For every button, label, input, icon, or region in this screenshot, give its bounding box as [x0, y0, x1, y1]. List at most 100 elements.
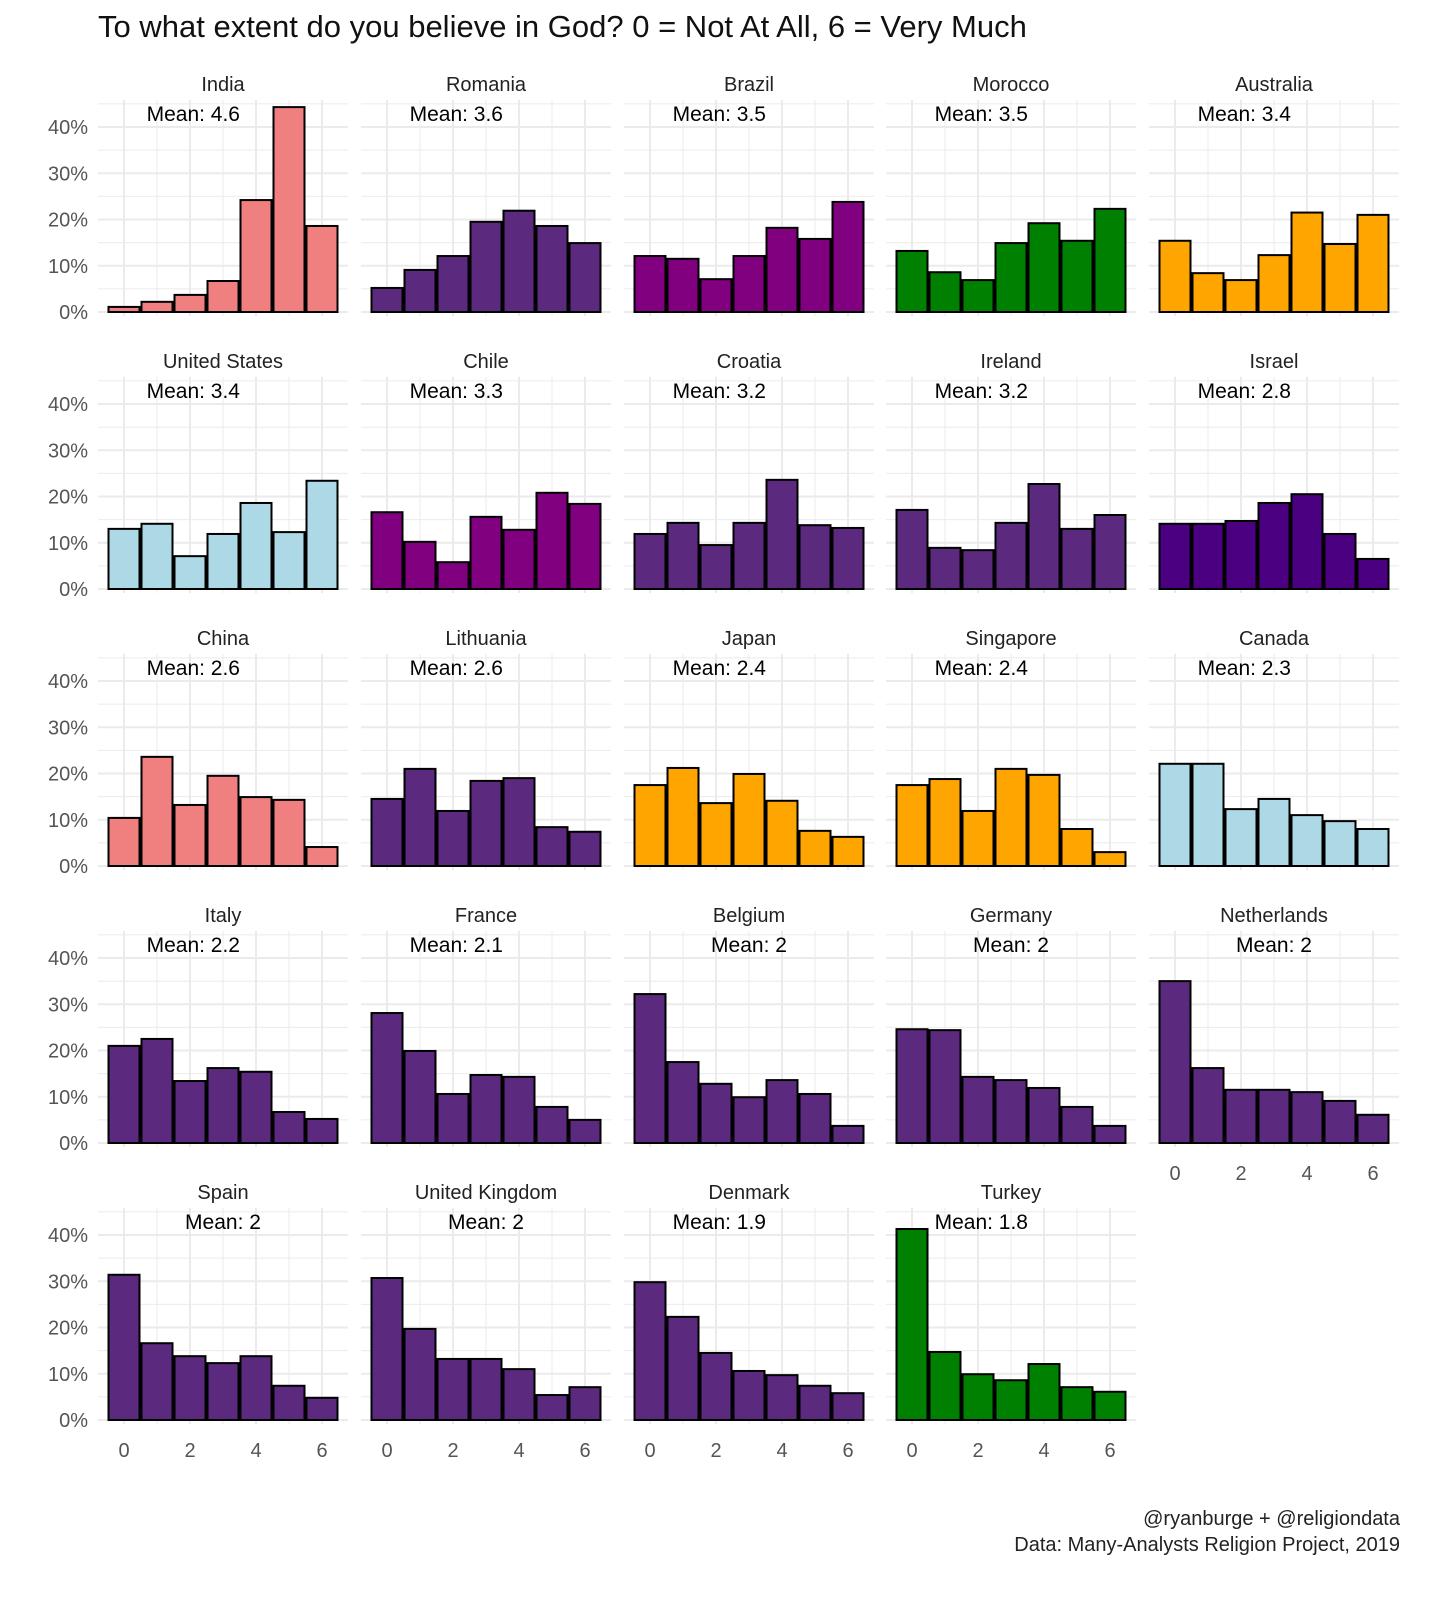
bar — [1323, 532, 1357, 591]
bar — [140, 300, 174, 314]
mean-label: Mean: 2.2 — [147, 934, 240, 957]
panel-lithuania: Lithuania Mean: 2.6 — [361, 628, 611, 870]
bar — [732, 521, 766, 590]
bar — [535, 491, 569, 590]
mean-label: Mean: 4.6 — [147, 103, 240, 126]
y-tick-label: 0% — [59, 302, 88, 324]
bar — [502, 528, 536, 590]
panel-title: Brazil — [724, 74, 774, 96]
bar — [502, 1368, 536, 1421]
bar — [107, 1044, 141, 1144]
bar — [765, 478, 799, 591]
bar — [469, 779, 503, 868]
x-tick-label: 0 — [906, 1440, 917, 1462]
bar — [272, 531, 306, 590]
bar — [666, 766, 700, 868]
bar — [1060, 1386, 1094, 1421]
bar — [173, 1355, 207, 1422]
bar — [798, 1384, 832, 1422]
bar — [1093, 1124, 1127, 1144]
bar — [994, 767, 1028, 867]
bar — [732, 772, 766, 868]
chart-title: To what extent do you believe in God? 0 … — [98, 9, 1027, 44]
y-tick-label: 40% — [48, 948, 88, 970]
panel-turkey: Turkey Mean: 1.8 0 2 4 6 — [886, 1182, 1136, 1462]
y-tick-label: 40% — [48, 394, 88, 416]
panel-title: Croatia — [717, 351, 782, 373]
bar — [370, 1277, 404, 1421]
bar — [961, 1373, 995, 1422]
bar — [994, 1379, 1028, 1421]
y-tick-label: 20% — [48, 210, 88, 232]
y-tick-label: 30% — [48, 163, 88, 185]
bar — [1290, 814, 1324, 867]
x-tick-label: 0 — [118, 1440, 129, 1462]
bar — [798, 237, 832, 313]
bar — [928, 1351, 962, 1421]
panel-title: Germany — [970, 905, 1052, 927]
bar — [436, 809, 470, 868]
bar — [436, 1357, 470, 1421]
bar — [206, 532, 240, 591]
bar — [798, 1092, 832, 1144]
panel-belgium: Belgium Mean: 2 — [624, 905, 874, 1147]
x-tick-label: 4 — [1301, 1163, 1312, 1185]
bar — [928, 1029, 962, 1145]
x-tick-label: 2 — [184, 1440, 195, 1462]
mean-label: Mean: 3.5 — [673, 103, 766, 126]
bar — [666, 257, 700, 313]
panel-title: United Kingdom — [415, 1182, 557, 1204]
bar — [272, 798, 306, 867]
bar — [961, 279, 995, 313]
bar — [1093, 1390, 1127, 1421]
bar — [765, 226, 799, 313]
panel-india: India Mean: 4.6 0% 10% 20% 30% 40% — [48, 74, 348, 324]
y-tick-label: 40% — [48, 1225, 88, 1247]
bar — [1027, 1086, 1061, 1145]
bar — [272, 1111, 306, 1144]
mean-label: Mean: 3.6 — [410, 103, 503, 126]
bar — [633, 784, 667, 867]
bar — [1290, 493, 1324, 590]
bar — [370, 1012, 404, 1144]
bar — [732, 255, 766, 314]
y-tick-label: 40% — [48, 117, 88, 139]
bar — [928, 546, 962, 591]
bar — [1323, 243, 1357, 313]
bar — [994, 521, 1028, 590]
bar — [831, 1124, 865, 1144]
bar — [239, 1355, 273, 1422]
bar — [107, 527, 141, 590]
x-tick-label: 0 — [381, 1440, 392, 1462]
bar — [140, 755, 174, 867]
mean-label: Mean: 3.3 — [410, 380, 503, 403]
bar — [831, 526, 865, 591]
bar — [1027, 773, 1061, 868]
bar — [305, 846, 339, 867]
bar — [994, 1079, 1028, 1144]
bar — [1257, 1088, 1291, 1144]
x-tick-label: 6 — [1367, 1163, 1378, 1185]
panel-title: Italy — [205, 905, 242, 927]
bar — [469, 1074, 503, 1144]
bar — [1027, 1363, 1061, 1421]
bar — [1257, 797, 1291, 867]
bar — [469, 515, 503, 590]
x-tick-label: 4 — [1038, 1440, 1049, 1462]
panel-title: Ireland — [980, 351, 1041, 373]
mean-label: Mean: 2 — [711, 934, 787, 957]
bar — [502, 209, 536, 313]
x-tick-label: 2 — [710, 1440, 721, 1462]
y-tick-label: 0% — [59, 1133, 88, 1155]
x-tick-label: 6 — [1104, 1440, 1115, 1462]
bar — [1158, 980, 1192, 1144]
bar — [568, 502, 602, 590]
bar — [239, 501, 273, 591]
panel-title: Chile — [463, 351, 509, 373]
bar — [173, 555, 207, 590]
panel-france: France Mean: 2.1 — [361, 905, 611, 1147]
bar — [1356, 1113, 1390, 1144]
mean-label: Mean: 2.4 — [935, 657, 1029, 680]
panel-title: Netherlands — [1220, 905, 1328, 927]
mean-label: Mean: 1.9 — [673, 1211, 766, 1234]
